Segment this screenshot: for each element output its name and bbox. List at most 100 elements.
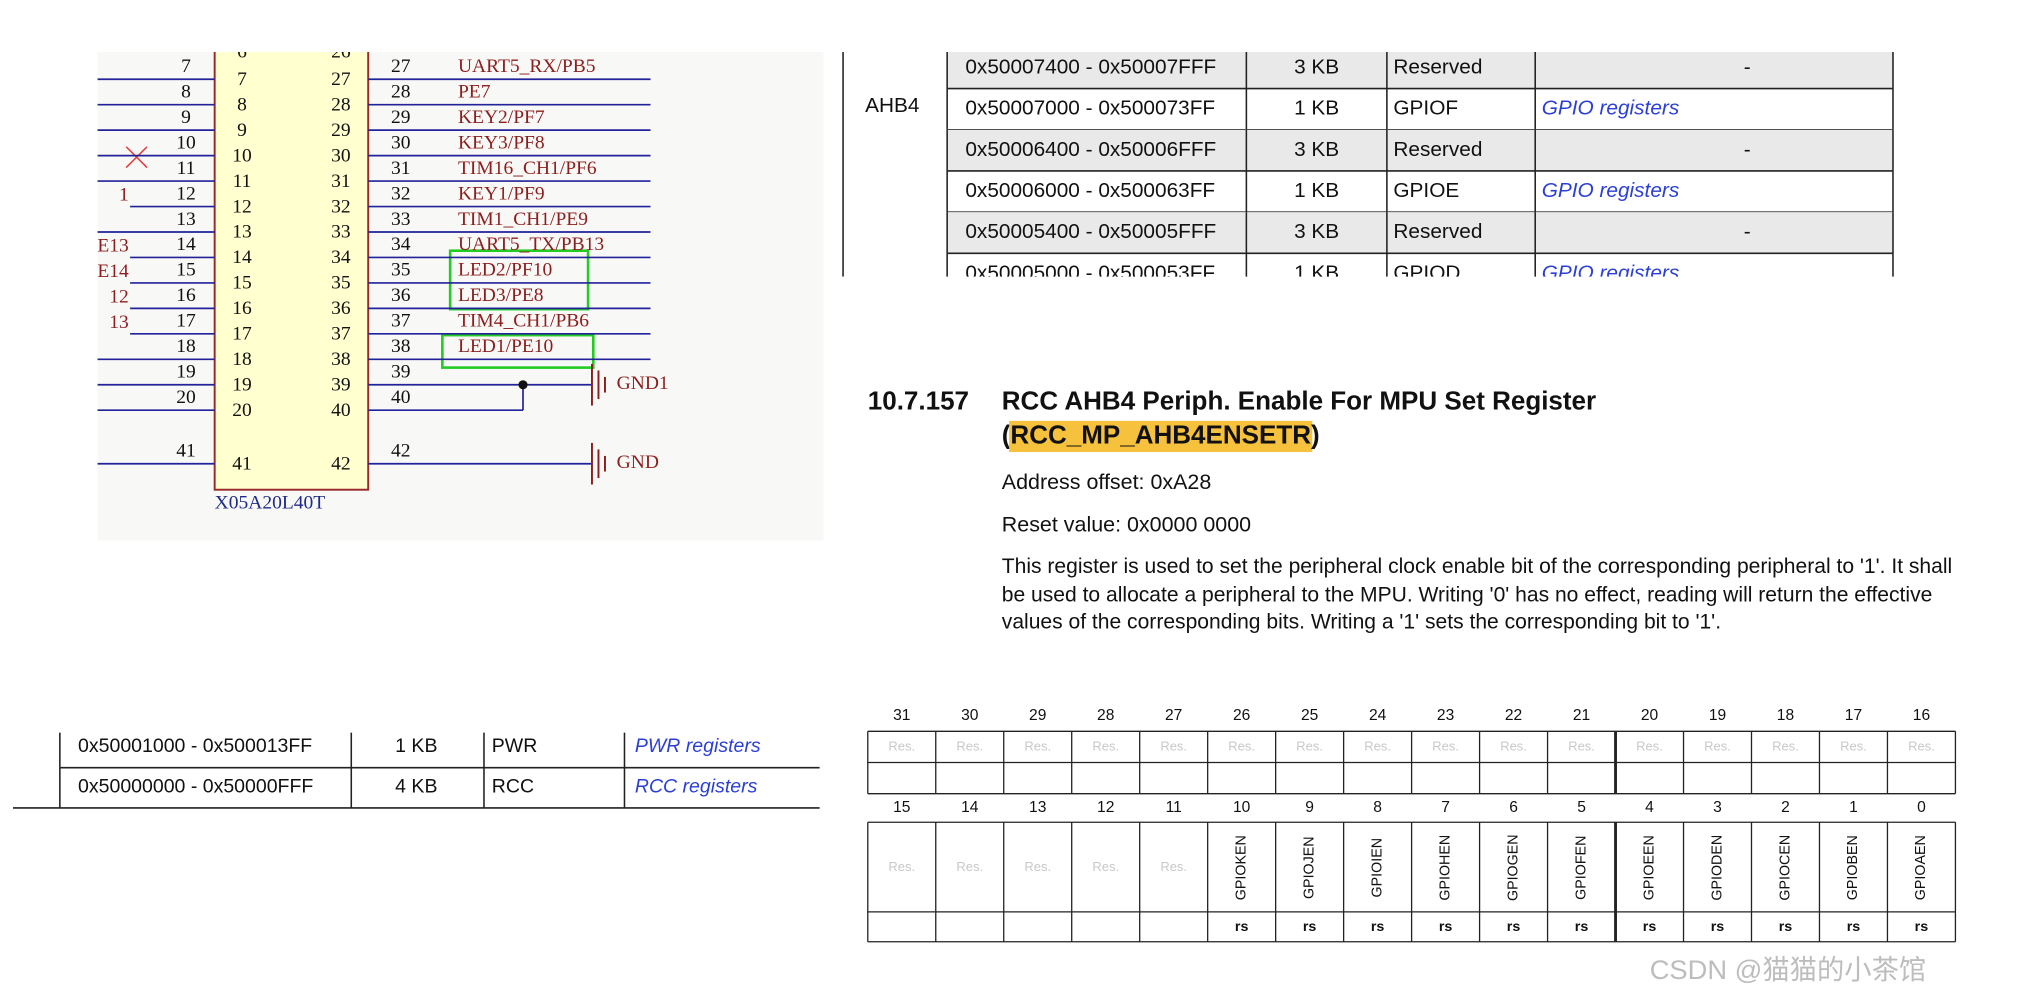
bit-number: 18: [1777, 707, 1794, 724]
address-range: 0x50007400 - 0x50007FFF: [965, 55, 1216, 78]
ground-label: GND: [617, 452, 659, 473]
pin-number: 36: [391, 285, 411, 306]
pin-number: 6: [237, 42, 247, 63]
pin-number: 27: [391, 56, 411, 77]
pin-number: 20: [232, 400, 251, 421]
pin-number: 32: [391, 183, 410, 204]
bit-number: 30: [961, 707, 979, 724]
net-label: 12: [109, 286, 128, 307]
access-type: rs: [1575, 919, 1589, 935]
bit-number: 8: [1373, 799, 1382, 816]
pin-number: 34: [331, 247, 351, 268]
field-name: GPIOFEN: [1573, 836, 1589, 900]
pin-number: 40: [331, 400, 350, 421]
pin-number: 10: [232, 145, 251, 166]
field-name: Res.: [888, 859, 915, 874]
section-title: RCC AHB4 Periph. Enable For MPU Set Regi…: [1002, 386, 1596, 416]
field-name: Res.: [1704, 738, 1731, 753]
access-type: rs: [1779, 919, 1793, 935]
address-range: 0x50001000 - 0x500013FF: [78, 735, 312, 757]
field-name: GPIOBEN: [1845, 835, 1861, 900]
field-name: Res.: [1160, 859, 1187, 874]
size: 3 KB: [1294, 138, 1339, 161]
bit-number: 12: [1097, 799, 1114, 816]
field-name: GPIOEEN: [1641, 835, 1657, 900]
pin-number: 41: [176, 441, 195, 462]
field-name: Res.: [1024, 738, 1051, 753]
bit-number: 23: [1437, 707, 1454, 724]
pin-number: 8: [181, 81, 191, 102]
pin-number: 39: [331, 375, 350, 396]
access-type: rs: [1235, 919, 1249, 935]
connector-body: [213, 51, 370, 491]
pin-number: 9: [181, 107, 191, 128]
highlight: [1009, 420, 1313, 453]
address-range: 0x50005400 - 0x50005FFF: [965, 220, 1216, 243]
bus-label: AHB4: [865, 94, 919, 117]
field-name: Res.: [1772, 738, 1799, 753]
pin-number: 42: [391, 441, 410, 462]
access-type: rs: [1643, 919, 1657, 935]
pin-number: 34: [391, 234, 411, 255]
bit-number: 17: [1845, 707, 1862, 724]
pin-number: 15: [176, 260, 195, 281]
net-label: LED1/PE10: [458, 336, 553, 357]
peripheral: PWR: [492, 735, 538, 757]
description: -: [1744, 138, 1751, 161]
memory-map-table-2: 0x50001000 - 0x500013FF 1 KB PWR PWR regist…: [13, 732, 820, 809]
field-name: Res.: [1568, 738, 1595, 753]
pin-number: 19: [232, 375, 251, 396]
pin-number: 33: [391, 209, 410, 230]
peripheral: GPIOD: [1393, 261, 1460, 284]
row-shade: [947, 51, 1893, 89]
field-name: Res.: [1092, 859, 1119, 874]
section-number: 10.7.157: [868, 386, 969, 416]
pin-number: 28: [391, 81, 410, 102]
pin-number: 28: [331, 94, 350, 115]
pin-number: 11: [177, 158, 196, 179]
bit-number: 27: [1165, 707, 1182, 724]
address-range: 0x50000000 - 0x50000FFF: [78, 775, 313, 797]
field-name: GPIOHEN: [1437, 835, 1453, 901]
net-label: 13: [109, 312, 128, 333]
bit-number: 0: [1917, 799, 1926, 816]
pin-number: 37: [391, 311, 411, 332]
pin-number: 17: [176, 311, 196, 332]
pin-number: 31: [391, 158, 410, 179]
pin-number: 30: [391, 132, 410, 153]
bit-number: 22: [1505, 707, 1522, 724]
bit-number: 20: [1641, 707, 1659, 724]
pin-number: 7: [181, 56, 191, 77]
register-name: RCC_MP_AHB4ENSETR: [1010, 419, 1311, 449]
access-type: rs: [1711, 919, 1725, 935]
address-range: 0x50007000 - 0x500073FF: [965, 97, 1215, 120]
bit-number: 11: [1166, 799, 1182, 816]
pin-number: 10: [176, 132, 195, 153]
net-label: KEY2/PF7: [458, 107, 545, 128]
bit-number: 2: [1781, 799, 1790, 816]
pin-number: 36: [331, 298, 351, 319]
pin-number: 39: [391, 362, 410, 383]
bit-number: 3: [1713, 799, 1722, 816]
size: 1 KB: [395, 735, 437, 757]
part-name: X05A20L40T: [215, 492, 326, 513]
net-label: E14: [97, 261, 129, 282]
field-name: Res.: [888, 738, 915, 753]
watermark: CSDN @猫猫的小茶馆: [1650, 954, 1926, 985]
bit-number: 7: [1441, 799, 1450, 816]
net-label: TIM16_CH1/PF6: [458, 158, 597, 179]
field-name: Res.: [1432, 738, 1459, 753]
field-name: GPIOCEN: [1777, 835, 1793, 901]
description: PWR registers: [635, 735, 761, 757]
parenthesis: ): [1311, 419, 1320, 449]
description: This register is used to set the periphe…: [1001, 554, 1953, 634]
pin-number: 35: [391, 260, 410, 281]
access-type: rs: [1439, 919, 1453, 935]
ground-label: GND1: [617, 373, 669, 394]
size: 1 KB: [1294, 97, 1339, 120]
pin-number: 14: [176, 234, 196, 255]
bit-number: 25: [1301, 707, 1319, 724]
field-name: GPIOAEN: [1913, 835, 1929, 900]
description: RCC registers: [635, 775, 758, 797]
